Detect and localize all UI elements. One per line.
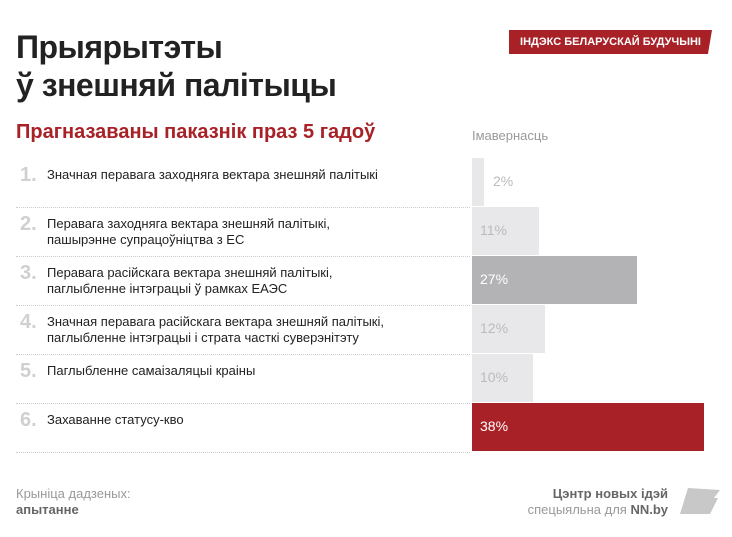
chart-row: 6. Захаванне статусу-кво bbox=[16, 403, 470, 453]
row-number: 5. bbox=[20, 360, 37, 382]
category-label-line: пашырэнне супрацоўніцтва з ЕС bbox=[47, 232, 245, 247]
source-label: Крыніца дадзеных: bbox=[16, 486, 131, 501]
category-label-line: Перавага расійскага вектара знешняй палі… bbox=[47, 265, 333, 280]
category-label: Значная перавага расійскага вектара знеш… bbox=[47, 314, 447, 346]
category-label: Перавага заходняга вектара знешняй паліт… bbox=[47, 216, 447, 248]
row-number: 6. bbox=[20, 409, 37, 431]
chart-row: 5. Паглыбленне самаізаляцыі краіны bbox=[16, 354, 470, 404]
category-label: Захаванне статусу-кво bbox=[47, 412, 447, 428]
value-label: 38% bbox=[480, 418, 509, 434]
brand-logo-icon bbox=[680, 488, 720, 514]
category-label-line: Значная перавага заходняга вектара знешн… bbox=[47, 167, 378, 182]
category-label-line: Захаванне статусу-кво bbox=[47, 412, 184, 427]
value-label: 11% bbox=[480, 222, 507, 238]
bar bbox=[472, 403, 704, 451]
bar bbox=[472, 256, 637, 304]
value-label: 12% bbox=[480, 320, 509, 336]
category-label-line: Паглыбленне самаізаляцыі краіны bbox=[47, 363, 256, 378]
bar bbox=[472, 158, 485, 206]
title-line-2: ў знешняй палітыцы bbox=[16, 67, 337, 103]
chart-row: 2. Перавага заходняга вектара знешняй пал… bbox=[16, 207, 470, 257]
category-label: Значная перавага заходняга вектара знешн… bbox=[47, 167, 447, 183]
brand-credit: Цэнтр новых ідэй спецыяльна для NN.by bbox=[528, 486, 668, 518]
category-label-line: паглыбленне інтэграцыі ў рамках ЕАЭС bbox=[47, 281, 288, 296]
chart-title: Прагназаваны паказнік праз 5 гадоў bbox=[16, 121, 376, 143]
row-number: 1. bbox=[20, 164, 37, 186]
row-number: 2. bbox=[20, 213, 37, 235]
category-label-line: Перавага заходняга вектара знешняй паліт… bbox=[47, 216, 330, 231]
bar bbox=[472, 354, 534, 402]
index-badge: ІНДЭКС БЕЛАРУСКАЙ БУДУЧЫНІ bbox=[509, 30, 712, 54]
value-label: 2% bbox=[493, 173, 514, 189]
page-title: Прыярытэты ў знешняй палітыцы bbox=[16, 28, 337, 104]
value-label: 10% bbox=[480, 369, 509, 385]
row-number: 3. bbox=[20, 262, 37, 284]
category-label: Перавага расійскага вектара знешняй палі… bbox=[47, 265, 447, 297]
chart-row: 3. Перавага расійскага вектара знешняй па… bbox=[16, 256, 470, 306]
source-value: апытанне bbox=[16, 502, 79, 517]
value-label: 27% bbox=[480, 271, 509, 287]
row-number: 4. bbox=[20, 311, 37, 333]
category-label-line: паглыбленне інтэграцыі і страта часткі с… bbox=[47, 330, 359, 345]
category-label: Паглыбленне самаізаляцыі краіны bbox=[47, 363, 447, 379]
bar bbox=[472, 207, 540, 255]
brand-site: NN.by bbox=[630, 502, 668, 517]
chart-row: 4. Значная перавага расійскага вектара зн… bbox=[16, 305, 470, 355]
bar bbox=[472, 305, 546, 353]
data-source: Крыніца дадзеных: апытанне bbox=[16, 486, 131, 518]
value-axis-label: Імавернасць bbox=[472, 128, 549, 143]
title-line-1: Прыярытэты bbox=[16, 29, 223, 65]
chart-row: 1. Значная перавага заходняга вектара зне… bbox=[16, 158, 470, 208]
category-label-line: Значная перавага расійскага вектара знеш… bbox=[47, 314, 384, 329]
brand-name: Цэнтр новых ідэй bbox=[552, 486, 668, 501]
brand-prefix: спецыяльна для bbox=[527, 502, 631, 517]
